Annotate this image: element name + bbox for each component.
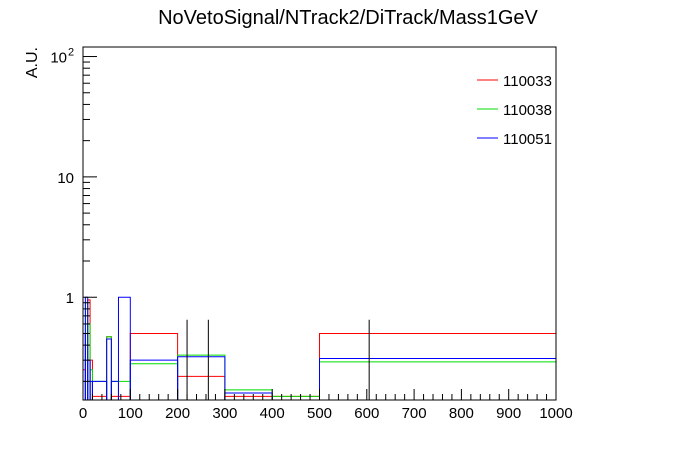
histogram-bin-110051-5 bbox=[106, 338, 112, 400]
x-axis: 0 100 200 300 400 500 600 700 800 900 1000 bbox=[79, 389, 573, 422]
x-tick-label-600: 600 bbox=[354, 405, 379, 422]
x-tick-label-500: 500 bbox=[307, 405, 332, 422]
x-tick-label-800: 800 bbox=[449, 405, 474, 422]
x-tick-label-200: 200 bbox=[165, 405, 190, 422]
x-tick-label-1000: 1000 bbox=[539, 405, 572, 422]
legend-label-110033: 110033 bbox=[503, 73, 552, 90]
y-tick-exponent-100: 2 bbox=[68, 47, 74, 59]
x-tick-label-100: 100 bbox=[118, 405, 143, 422]
y-tick-label-100: 10 bbox=[50, 50, 67, 67]
legend: 110033 110038 110051 bbox=[477, 73, 552, 148]
y-tick-label-10: 10 bbox=[57, 170, 74, 187]
error-bars bbox=[186, 319, 370, 400]
x-tick-label-0: 0 bbox=[79, 405, 87, 422]
legend-label-110051: 110051 bbox=[503, 131, 552, 148]
legend-label-110038: 110038 bbox=[503, 102, 552, 119]
y-axis-label: A.U. bbox=[24, 47, 41, 78]
x-tick-label-900: 900 bbox=[496, 405, 521, 422]
chart-title: NoVetoSignal/NTrack2/DiTrack/Mass1GeV bbox=[158, 7, 538, 29]
x-tick-label-700: 700 bbox=[402, 405, 427, 422]
x-tick-label-400: 400 bbox=[260, 405, 285, 422]
y-tick-label-1: 1 bbox=[66, 290, 74, 307]
histogram-bin-110051-9 bbox=[177, 356, 226, 400]
x-tick-label-300: 300 bbox=[212, 405, 237, 422]
histogram-bin-110051-7 bbox=[117, 296, 131, 400]
